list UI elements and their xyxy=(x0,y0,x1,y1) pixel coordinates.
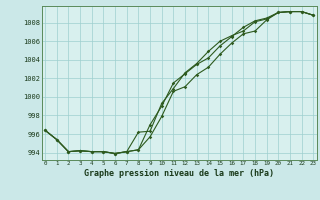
X-axis label: Graphe pression niveau de la mer (hPa): Graphe pression niveau de la mer (hPa) xyxy=(84,169,274,178)
